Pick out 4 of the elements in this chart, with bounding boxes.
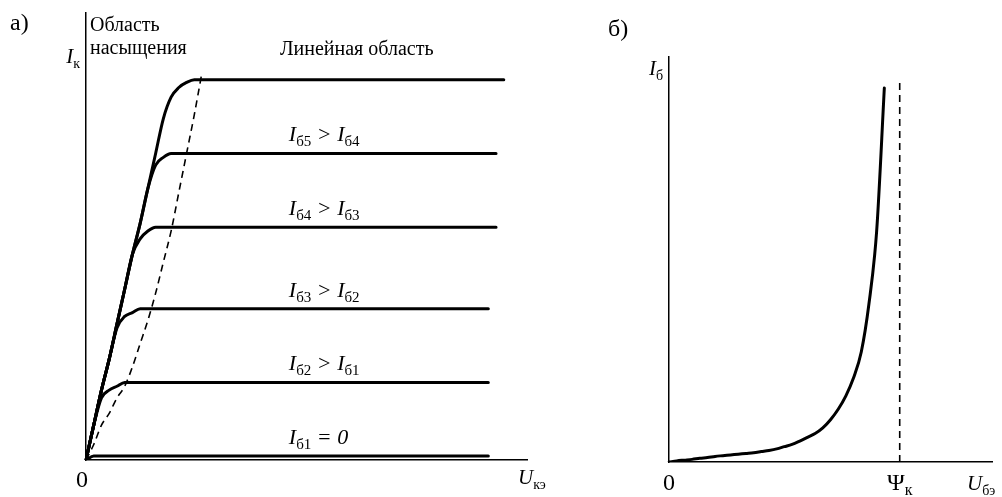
text: Область насыщения (90, 13, 187, 59)
chart-title: б) (608, 15, 629, 41)
text: Линейная область (279, 37, 434, 59)
chart-title: а) (10, 9, 29, 35)
